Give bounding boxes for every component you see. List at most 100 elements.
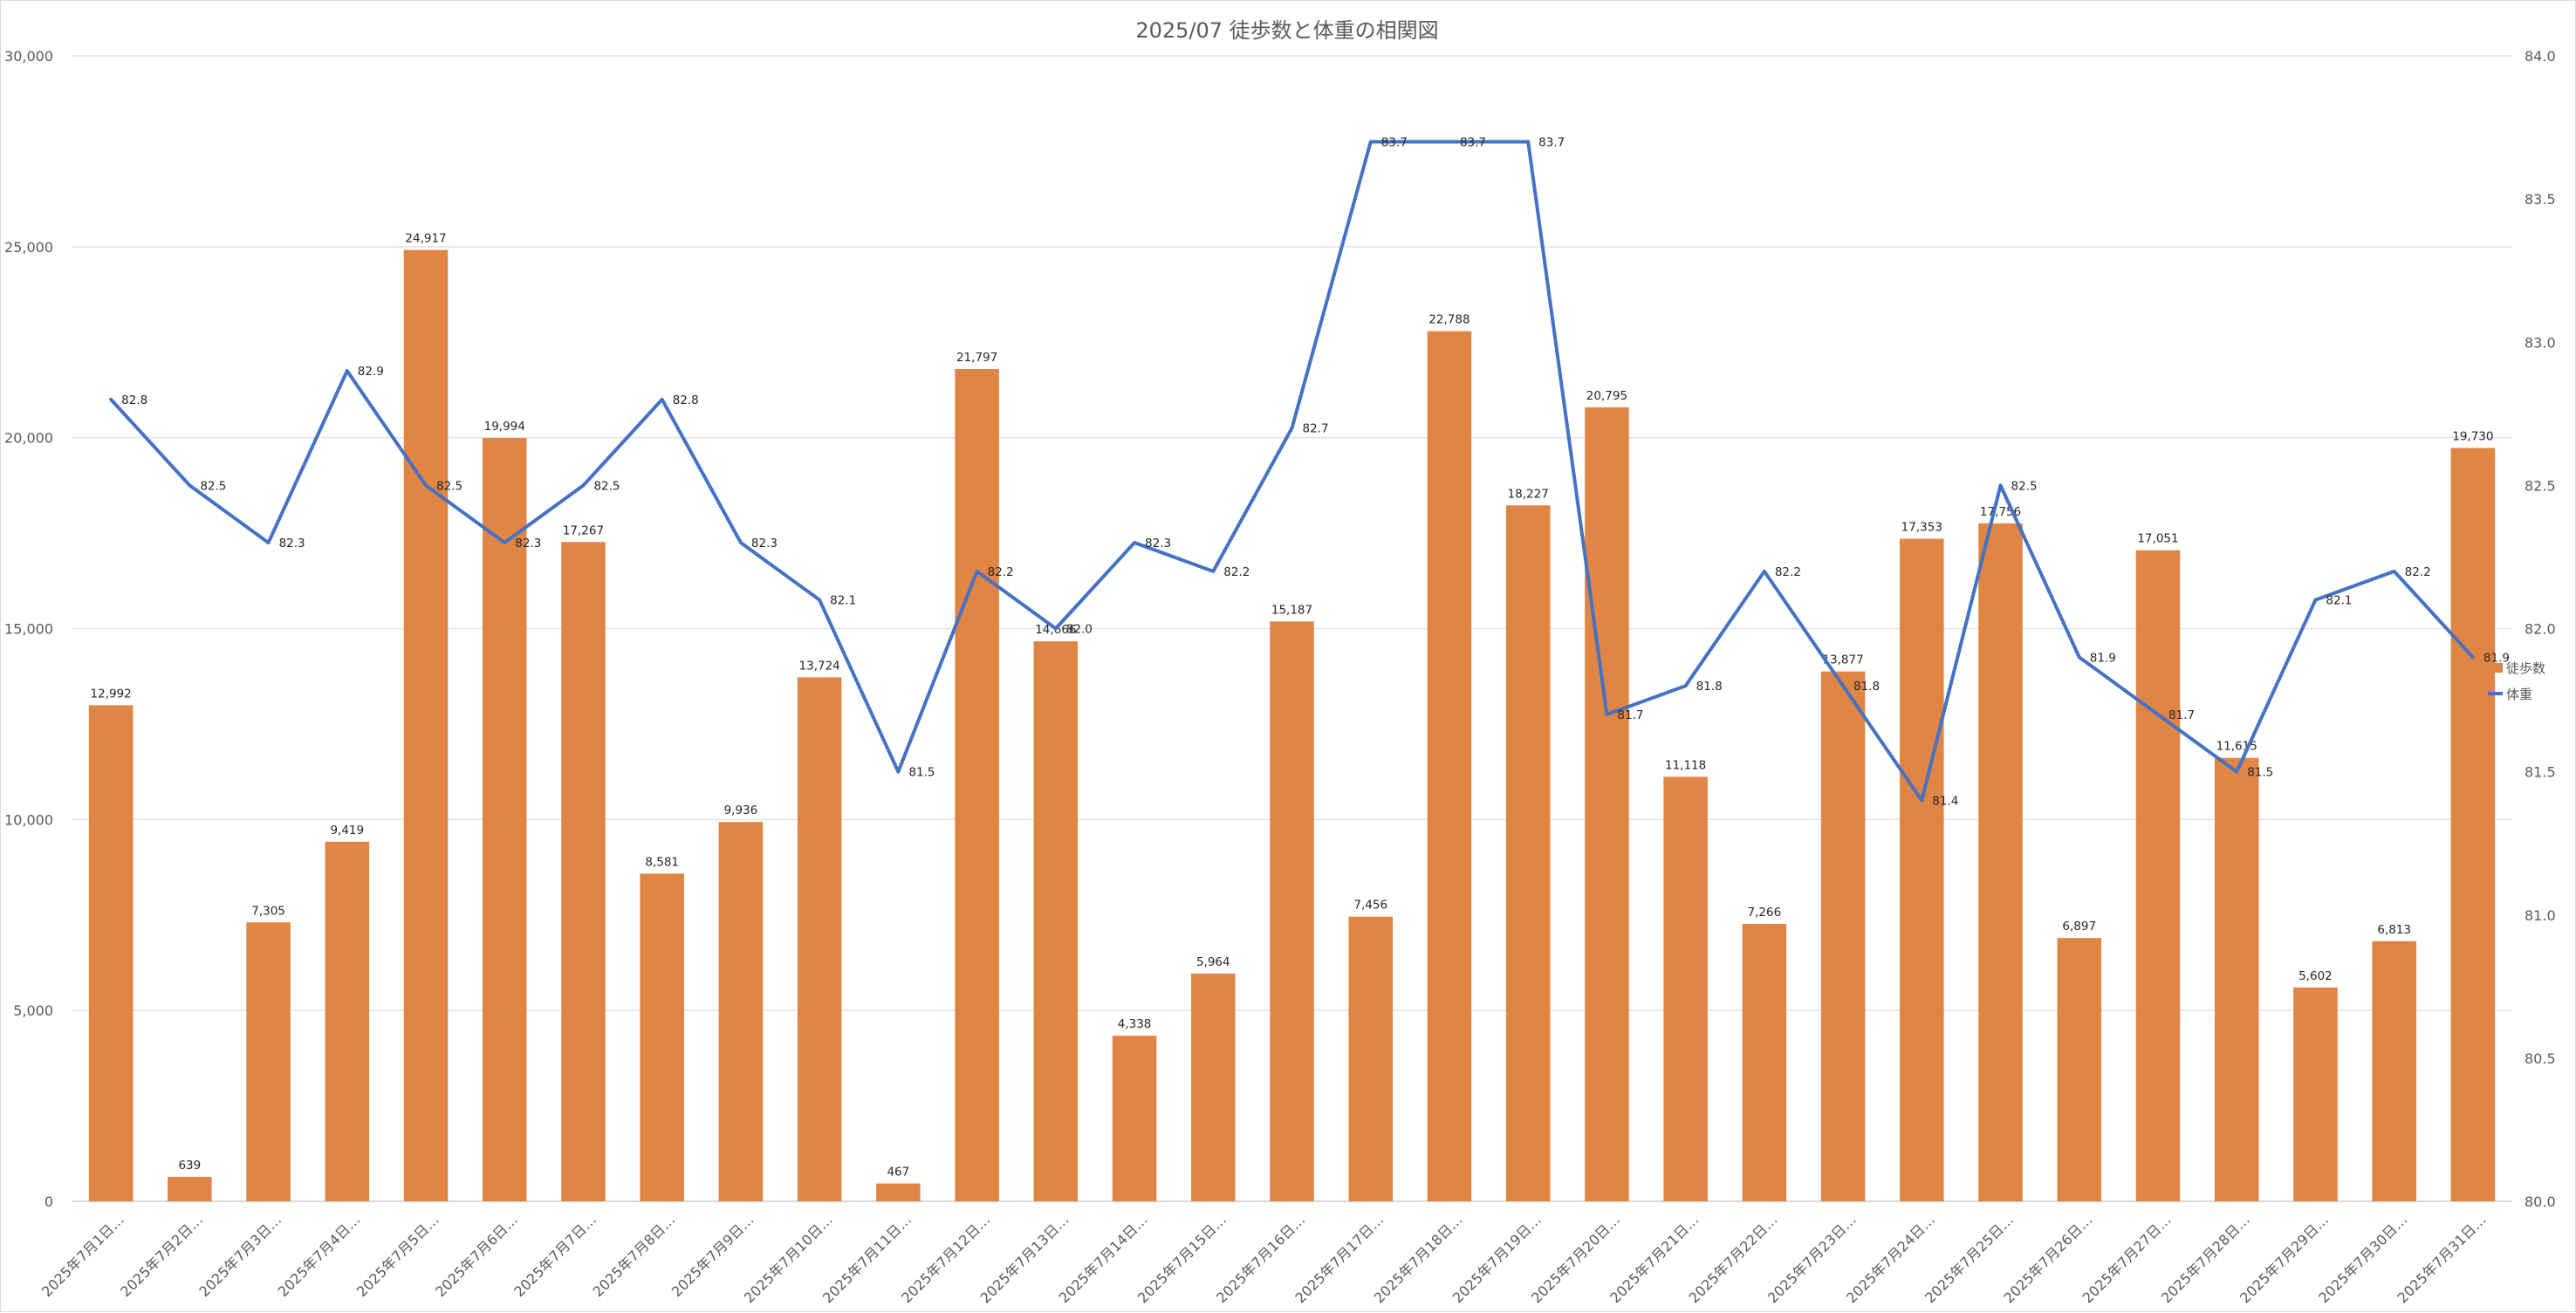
bar bbox=[1978, 523, 2023, 1201]
line-data-label: 81.9 bbox=[2090, 651, 2116, 665]
bar bbox=[89, 705, 134, 1201]
bar-data-label: 5,602 bbox=[2299, 969, 2333, 983]
bar bbox=[168, 1177, 212, 1201]
left-tick-label: 25,000 bbox=[4, 239, 53, 256]
bar-data-label: 18,227 bbox=[1508, 487, 1549, 501]
bar bbox=[876, 1184, 921, 1201]
right-axis: 80.080.581.081.582.082.583.083.584.0 bbox=[2525, 48, 2556, 1210]
right-tick-label: 80.0 bbox=[2525, 1193, 2556, 1210]
bar bbox=[1270, 621, 1314, 1201]
bar bbox=[246, 922, 291, 1201]
line-data-label: 82.3 bbox=[751, 537, 778, 551]
left-tick-label: 15,000 bbox=[4, 621, 53, 638]
line-data-label: 82.3 bbox=[515, 537, 541, 551]
line-data-label: 82.5 bbox=[593, 479, 620, 493]
bar-data-label: 22,788 bbox=[1428, 313, 1470, 327]
left-tick-label: 30,000 bbox=[4, 48, 53, 65]
line-data-label: 82.5 bbox=[2011, 479, 2038, 493]
bar-data-label: 7,266 bbox=[1748, 906, 1782, 920]
bar bbox=[1428, 332, 1472, 1201]
bar bbox=[719, 822, 764, 1201]
bar-data-label: 6,813 bbox=[2377, 923, 2411, 937]
line-data-label: 83.7 bbox=[1381, 135, 1408, 149]
right-tick-label: 80.5 bbox=[2525, 1050, 2556, 1067]
right-tick-label: 81.0 bbox=[2525, 907, 2556, 924]
category-label: 2025年7月9日… bbox=[668, 1211, 757, 1300]
line-data-label: 82.2 bbox=[1223, 565, 1250, 579]
bar bbox=[561, 542, 606, 1201]
right-tick-label: 82.0 bbox=[2525, 621, 2556, 638]
right-tick-label: 83.0 bbox=[2525, 334, 2556, 351]
line-data-label: 82.9 bbox=[358, 365, 384, 379]
line-data-label: 83.7 bbox=[1538, 135, 1565, 149]
bar-data-label: 467 bbox=[887, 1166, 909, 1180]
bar bbox=[1743, 924, 1787, 1201]
line-data-label: 82.1 bbox=[830, 594, 856, 608]
bar-data-label: 15,187 bbox=[1271, 603, 1312, 617]
bar bbox=[2451, 448, 2496, 1201]
bar-data-label: 12,992 bbox=[90, 687, 131, 701]
left-tick-label: 0 bbox=[45, 1193, 53, 1210]
category-label: 2025年7月6日… bbox=[432, 1211, 521, 1300]
bar bbox=[1506, 505, 1551, 1201]
right-tick-label: 83.5 bbox=[2525, 191, 2556, 208]
bar-data-label: 24,917 bbox=[405, 231, 446, 245]
legend-label-weight: 体重 bbox=[2506, 687, 2532, 702]
bar-data-label: 5,964 bbox=[1196, 955, 1230, 969]
bar bbox=[1821, 672, 1866, 1201]
bar bbox=[1348, 917, 1393, 1201]
right-tick-label: 84.0 bbox=[2525, 48, 2556, 65]
bar-series-steps bbox=[89, 250, 2495, 1201]
bar bbox=[1585, 407, 1629, 1201]
line-data-label: 81.5 bbox=[2247, 766, 2273, 780]
category-label: 2025年7月3日… bbox=[195, 1211, 284, 1300]
category-label: 2025年7月4日… bbox=[275, 1211, 364, 1300]
bar bbox=[640, 873, 684, 1201]
line-data-label: 83.7 bbox=[1460, 135, 1486, 149]
legend-swatch-steps bbox=[2493, 663, 2503, 673]
right-tick-label: 81.5 bbox=[2525, 764, 2556, 781]
category-label: 2025年7月2日… bbox=[117, 1211, 206, 1300]
line-data-label: 81.8 bbox=[1696, 680, 1723, 694]
bar-data-label: 7,305 bbox=[251, 904, 285, 918]
line-data-label: 82.5 bbox=[436, 479, 462, 493]
bar-data-label: 7,456 bbox=[1353, 899, 1387, 913]
bar-data-label: 11,118 bbox=[1665, 758, 1706, 772]
category-axis: 2025年7月1日…2025年7月2日…2025年7月3日…2025年7月4日…… bbox=[38, 1211, 2490, 1306]
line-data-label: 82.3 bbox=[1145, 537, 1171, 551]
bar bbox=[1900, 539, 1944, 1201]
category-label: 2025年7月5日… bbox=[353, 1211, 442, 1300]
line-data-label: 82.8 bbox=[121, 393, 147, 407]
bar-data-label: 20,795 bbox=[1586, 389, 1627, 403]
bar-data-label: 17,267 bbox=[563, 523, 604, 537]
bar-data-label: 4,338 bbox=[1118, 1017, 1152, 1031]
category-label: 2025年7月8日… bbox=[590, 1211, 679, 1300]
line-data-label: 82.2 bbox=[988, 565, 1014, 579]
left-tick-label: 5,000 bbox=[13, 1002, 53, 1019]
line-data-label: 82.0 bbox=[1066, 623, 1093, 637]
line-data-label: 82.7 bbox=[1303, 422, 1329, 436]
line-data-label: 82.2 bbox=[1775, 565, 1801, 579]
bar bbox=[955, 369, 999, 1201]
bar bbox=[1034, 641, 1079, 1201]
bar bbox=[2215, 758, 2259, 1201]
category-label: 2025年7月1日… bbox=[38, 1211, 127, 1300]
line-data-label: 82.3 bbox=[279, 537, 305, 551]
left-tick-label: 10,000 bbox=[4, 811, 53, 828]
bar-data-label: 639 bbox=[178, 1159, 201, 1173]
line-data-label: 81.7 bbox=[2168, 708, 2195, 722]
bar bbox=[325, 842, 370, 1201]
bar-data-label: 19,994 bbox=[484, 420, 525, 434]
bar bbox=[1191, 974, 1236, 1201]
line-data-label: 82.2 bbox=[2405, 565, 2431, 579]
bar-data-label: 9,419 bbox=[330, 824, 364, 838]
line-data-label: 82.8 bbox=[673, 393, 699, 407]
bar-data-label: 6,897 bbox=[2062, 920, 2096, 933]
bar-data-label: 8,581 bbox=[645, 855, 679, 869]
bar bbox=[483, 438, 527, 1201]
bar-data-label: 17,353 bbox=[1901, 521, 1942, 535]
